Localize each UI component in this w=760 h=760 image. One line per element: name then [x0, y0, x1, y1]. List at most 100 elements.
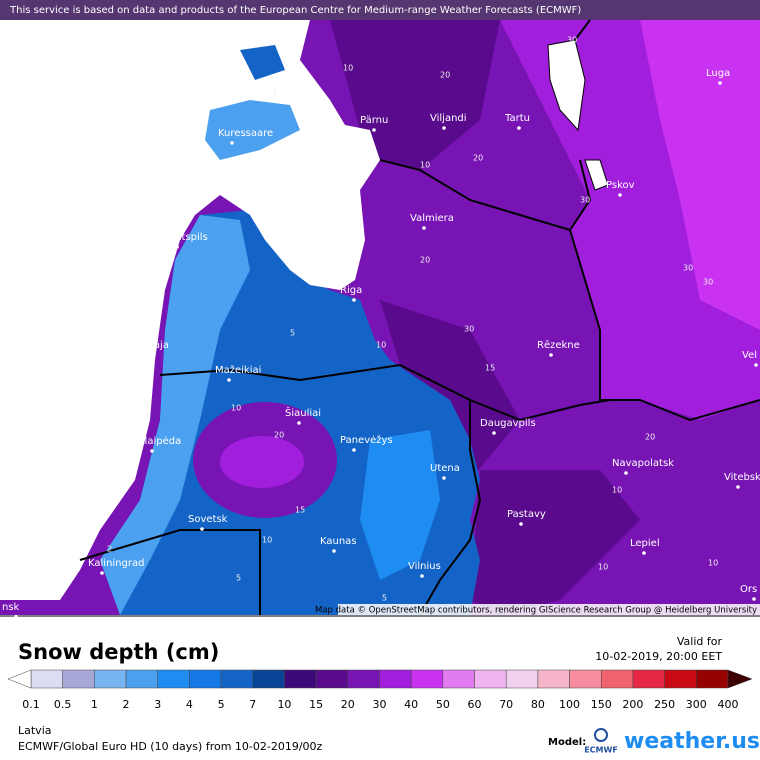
city-label: Ors — [740, 584, 757, 595]
legend-label: 2 — [123, 698, 130, 711]
legend-label: 100 — [559, 698, 580, 711]
city-label: Panevėžys — [340, 434, 393, 446]
model-run: ECMWF/Global Euro HD (10 days) from 10-0… — [18, 740, 323, 753]
legend-swatch — [189, 669, 222, 689]
contour-label: 20 — [645, 433, 655, 442]
city-label: Viljandi — [430, 113, 467, 124]
contour-label: 15 — [485, 364, 495, 373]
legend-swatch — [600, 669, 634, 689]
legend-label: 30 — [372, 698, 386, 711]
city-dot — [200, 527, 204, 531]
city-dot — [618, 193, 622, 197]
contour-label: 5 — [236, 574, 241, 583]
contour-label: 5 — [290, 329, 295, 338]
contour-label: 10 — [420, 161, 430, 170]
legend-swatch — [220, 669, 254, 689]
city-label: Tartu — [504, 113, 530, 124]
legend-label: 300 — [686, 698, 707, 711]
contour-label: 10 — [343, 64, 353, 73]
city-label: Daugavpils — [480, 418, 536, 429]
city-label: Šiauliai — [285, 406, 321, 419]
legend-label: 70 — [499, 698, 513, 711]
legend-swatch — [379, 669, 412, 689]
legend-swatch — [347, 669, 380, 689]
city-dot — [642, 551, 646, 555]
city-label: Vitebsk — [724, 472, 760, 483]
city-label: Mažeikiai — [215, 364, 261, 376]
city-dot — [150, 449, 154, 453]
legend-swatch — [474, 669, 507, 689]
legend-label: 1 — [91, 698, 98, 711]
legend-label: 15 — [309, 698, 323, 711]
city-dot — [442, 476, 446, 480]
legend-label: 150 — [591, 698, 612, 711]
legend-swatch — [157, 669, 190, 689]
legend-under — [7, 669, 32, 689]
legend-label: 4 — [186, 698, 193, 711]
city-dot — [352, 448, 356, 452]
city-dot — [517, 126, 521, 130]
contour-label: 20 — [420, 256, 430, 265]
city-dot — [422, 226, 426, 230]
city-dot — [372, 128, 376, 132]
contour-label: 10 — [612, 486, 622, 495]
contour-label: 30 — [464, 325, 474, 334]
region: Latvia — [18, 724, 52, 737]
city-label: Kaunas — [320, 536, 357, 547]
legend-swatch — [696, 669, 729, 689]
brand: weather.us — [624, 729, 760, 754]
legend-swatch — [569, 669, 602, 689]
city-dot — [175, 245, 179, 249]
legend-label: 60 — [468, 698, 482, 711]
contour-label: 20 — [473, 154, 483, 163]
map-credit: Map data © OpenStreetMap contributors, r… — [315, 606, 757, 616]
legend-label: 80 — [531, 698, 545, 711]
city-label: Kuressaare — [218, 128, 273, 139]
city-label: Utena — [430, 463, 460, 474]
legend-label: 250 — [654, 698, 675, 711]
contour-label: 30 — [567, 36, 577, 45]
contour-label: 30 — [683, 264, 693, 273]
city-label: Riga — [340, 285, 362, 296]
city-label: Vel — [742, 350, 757, 361]
legend-label: 0.5 — [54, 698, 72, 711]
city-dot — [332, 549, 336, 553]
contour-label: 10 — [231, 404, 241, 413]
legend-swatch — [94, 669, 127, 689]
city-label: Sovetsk — [188, 514, 228, 525]
contour-label: 20 — [440, 71, 450, 80]
map — [0, 0, 760, 616]
legend-label: 400 — [717, 698, 738, 711]
contour-label: 10 — [598, 563, 608, 572]
legend-swatch — [252, 669, 285, 689]
city-dot — [736, 485, 740, 489]
contour-label: 30 — [580, 196, 590, 205]
contour-label: 10 — [376, 341, 386, 350]
city-label: Kaliningrad — [88, 558, 144, 569]
city-label: Lepiel — [630, 538, 660, 549]
legend-swatch — [410, 669, 444, 689]
legend-swatch — [284, 669, 317, 689]
legend-label: 20 — [341, 698, 355, 711]
attribution-bar — [0, 0, 760, 20]
legend-label: 7 — [249, 698, 256, 711]
city-label: Navapolatsk — [612, 458, 674, 469]
model-name: ECMWF — [584, 746, 618, 755]
valid-label: Valid for — [677, 635, 723, 648]
legend-swatch — [315, 669, 349, 689]
contour-label: 30 — [703, 278, 713, 287]
legend-swatch — [62, 669, 95, 689]
legend-label: 5 — [218, 698, 225, 711]
city-dot — [230, 141, 234, 145]
city-dot — [100, 571, 104, 575]
city-dot — [442, 126, 446, 130]
city-dot — [492, 431, 496, 435]
city-label: Pärnu — [360, 115, 388, 126]
city-dot — [420, 574, 424, 578]
city-dot — [352, 298, 356, 302]
city-label: Klaipėda — [138, 436, 181, 447]
city-label: Ventspils — [163, 232, 208, 243]
contour-label: 10 — [262, 536, 272, 545]
legend-label: 0.1 — [22, 698, 40, 711]
